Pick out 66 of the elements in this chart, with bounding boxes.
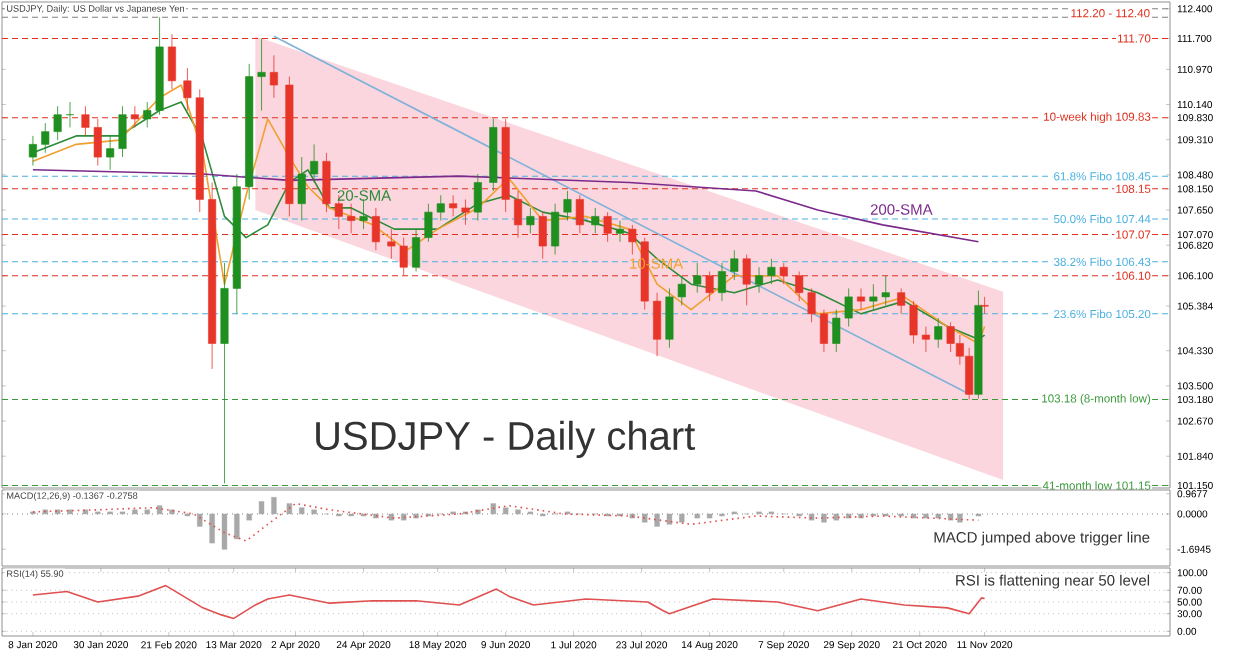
bar (821, 513, 827, 523)
candlestick (551, 203, 560, 255)
bar (221, 513, 228, 550)
candlestick (28, 135, 37, 166)
candlestick (591, 207, 600, 234)
bar (935, 513, 941, 519)
candlestick (143, 101, 152, 128)
bar (401, 513, 407, 521)
bar (144, 509, 150, 515)
candlestick (436, 194, 445, 222)
candlestick (755, 266, 764, 294)
candlestick (310, 143, 319, 183)
bar (666, 513, 673, 525)
candlestick (980, 296, 989, 315)
bar (271, 497, 277, 515)
candlestick (424, 203, 433, 243)
candlestick (857, 288, 866, 311)
bar (694, 513, 700, 519)
candlestick (575, 194, 584, 234)
bar (679, 513, 685, 523)
candlestick (653, 292, 662, 357)
bar (388, 513, 395, 521)
candlestick (767, 258, 776, 285)
candlestick (183, 67, 192, 111)
candlestick (819, 309, 828, 353)
bar (286, 503, 293, 515)
bar (502, 507, 509, 515)
bar (923, 513, 929, 519)
bar (706, 513, 713, 519)
bar (197, 513, 203, 527)
bar (132, 509, 138, 515)
candlestick (693, 262, 702, 294)
bar (246, 513, 252, 521)
bar (654, 513, 660, 527)
bar (490, 503, 496, 515)
bar (833, 513, 839, 521)
bar (234, 513, 240, 540)
candlestick (615, 220, 624, 243)
bar (67, 509, 73, 515)
line-series (32, 168, 980, 243)
bar (156, 505, 163, 515)
candlestick (742, 254, 751, 306)
candlestick (730, 249, 739, 281)
bar (642, 513, 648, 523)
annotation: USDJPY - Daily chart (316, 420, 696, 459)
candlestick (563, 190, 572, 222)
line-series (32, 584, 986, 620)
candlestick (717, 262, 726, 302)
candlestick (807, 288, 816, 323)
candlestick (297, 156, 306, 222)
line-series (32, 502, 980, 542)
bar (209, 513, 215, 544)
candlestick (934, 317, 943, 349)
candlestick (412, 228, 421, 272)
bar (299, 507, 305, 515)
candlestick (921, 326, 930, 353)
bar (82, 509, 89, 515)
candlestick (449, 194, 458, 217)
candlestick (526, 207, 535, 234)
bar (311, 509, 317, 515)
bar (515, 509, 521, 515)
bar (258, 501, 265, 515)
candlestick (461, 199, 470, 226)
candlestick (359, 199, 368, 230)
candlestick (473, 173, 482, 222)
candlestick (269, 54, 278, 99)
